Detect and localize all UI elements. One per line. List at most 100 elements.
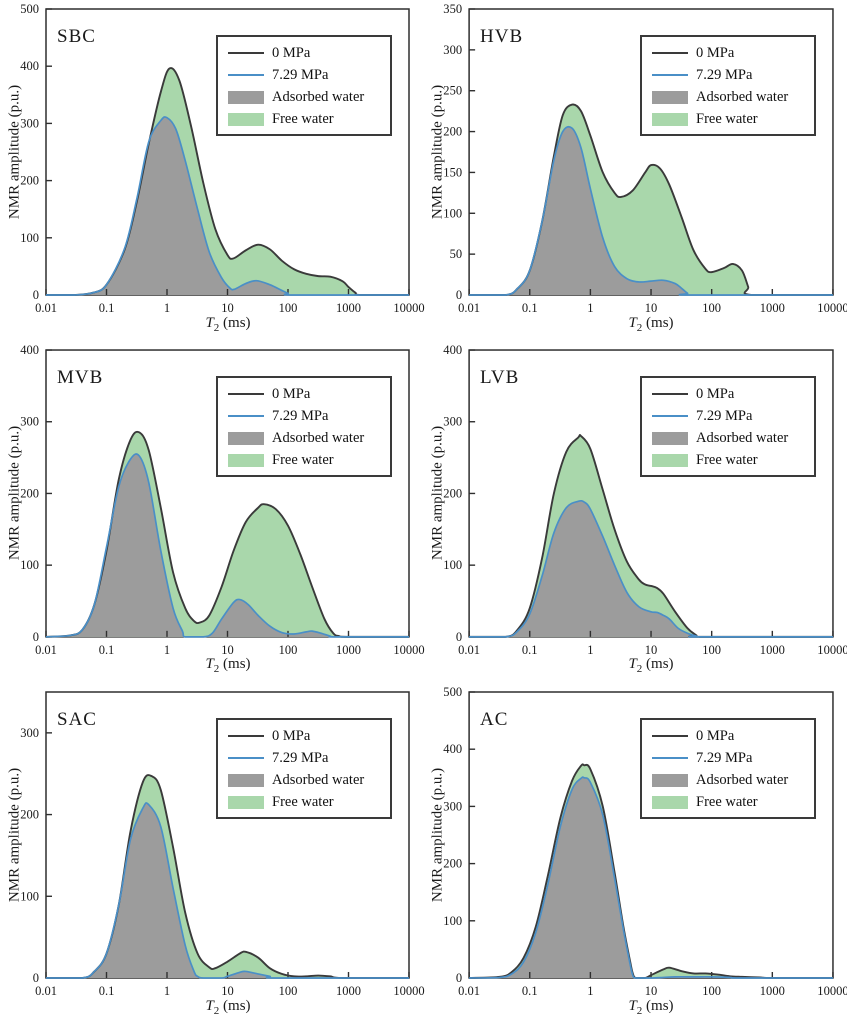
legend-swatch-adsorbed-icon: [652, 431, 688, 445]
panel-ac: 0.01 0.1 1 10 100 1000 10000 0 100 200 300 400 500 A…: [423, 683, 847, 1024]
panel-title-mvb: MVB: [57, 367, 104, 388]
legend: 0 MPa 7.29 MPa Adsorbed water Free water: [640, 718, 816, 819]
legend-swatch-adsorbed-icon: [228, 431, 264, 445]
y-tick-label: 300: [20, 116, 39, 130]
x-tick-label: 0.01: [35, 984, 57, 998]
x-tick-label: 1000: [760, 643, 785, 657]
y-tick-label: 100: [443, 558, 462, 572]
y-tick-label: 300: [443, 799, 462, 813]
y-tick-label: 400: [443, 742, 462, 756]
legend-item-0mpa: 0 MPa: [652, 43, 808, 63]
legend-item-free-water: Free water: [228, 109, 384, 129]
x-axis-label: T2 (ms): [628, 998, 674, 1017]
x-tick-label: 0.01: [458, 984, 480, 998]
x-axis-label: T2 (ms): [205, 315, 251, 334]
legend-item-free-water: Free water: [228, 792, 384, 812]
legend-line-729mpa-icon: [228, 415, 264, 417]
legend-item-729mpa: 7.29 MPa: [228, 748, 384, 768]
y-tick-label: 250: [443, 84, 462, 98]
legend-swatch-adsorbed-icon: [228, 90, 264, 104]
adsorbed-water-fill: [46, 116, 409, 296]
y-tick-label: 200: [443, 857, 462, 871]
x-tick-label: 0.1: [522, 984, 538, 998]
x-tick-label: 100: [702, 301, 721, 315]
plot-hvb: 0.01 0.1 1 10 100 1000 10000 0 50 100 150 200 250 300…: [443, 2, 847, 315]
adsorbed-water-fill: [46, 454, 409, 637]
x-tick-label: 0.1: [522, 301, 538, 315]
x-tick-label: 100: [279, 643, 298, 657]
y-tick-label: 500: [443, 685, 462, 699]
panel-sbc: 0.01 0.1 1 10 100 1000 10000 0 100 200 300 400 500 S…: [0, 0, 425, 341]
x-tick-label: 100: [279, 301, 298, 315]
x-tick-label: 10000: [817, 643, 847, 657]
legend-swatch-free-icon: [228, 795, 264, 809]
x-tick-label: 0.1: [99, 984, 115, 998]
plot-ac: 0.01 0.1 1 10 100 1000 10000 0 100 200 300 400 500: [443, 685, 847, 998]
panel-hvb: 0.01 0.1 1 10 100 1000 10000 0 50 100 150 200 250 300…: [423, 0, 847, 341]
x-tick-label: 0.01: [35, 301, 57, 315]
y-axis-label: NMR amplitude (p.u.): [429, 425, 446, 561]
curve-729mpa: [469, 499, 833, 638]
legend-item-adsorbed-water: Adsorbed water: [228, 87, 384, 107]
y-tick-label: 300: [443, 43, 462, 57]
legend: 0 MPa 7.29 MPa Adsorbed water Free water: [640, 376, 816, 477]
y-tick-label: 150: [443, 165, 462, 179]
legend-line-0mpa-icon: [228, 735, 264, 737]
x-axis-label: T2 (ms): [628, 656, 674, 675]
legend-item-729mpa: 7.29 MPa: [228, 406, 384, 426]
y-tick-label: 200: [20, 174, 39, 188]
x-tick-label: 0.1: [522, 643, 538, 657]
legend-item-adsorbed-water: Adsorbed water: [652, 87, 808, 107]
x-tick-label: 0.01: [458, 643, 480, 657]
panel-sac: 0.01 0.1 1 10 100 1000 10000 0 100 200 300 SAC NMR…: [0, 683, 425, 1024]
legend-line-0mpa-icon: [652, 735, 688, 737]
x-tick-label: 10000: [817, 984, 847, 998]
legend-line-729mpa-icon: [652, 74, 688, 76]
panel-title-ac: AC: [480, 709, 509, 730]
legend-swatch-free-icon: [652, 453, 688, 467]
adsorbed-water-fill: [469, 126, 833, 296]
x-tick-label: 0.01: [35, 643, 57, 657]
x-tick-label: 10: [645, 301, 658, 315]
legend-line-0mpa-icon: [228, 393, 264, 395]
legend-item-adsorbed-water: Adsorbed water: [652, 428, 808, 448]
y-tick-label: 300: [443, 415, 462, 429]
y-tick-label: 0: [33, 971, 39, 985]
y-tick-label: 0: [456, 288, 462, 302]
x-tick-label: 1: [587, 643, 593, 657]
legend-item-0mpa: 0 MPa: [228, 726, 384, 746]
legend-swatch-adsorbed-icon: [228, 773, 264, 787]
x-tick-label: 1000: [336, 301, 361, 315]
panel-title-sbc: SBC: [57, 26, 96, 47]
panel-title-hvb: HVB: [480, 26, 524, 47]
x-tick-label: 1: [587, 984, 593, 998]
legend-line-0mpa-icon: [652, 393, 688, 395]
y-tick-label: 100: [20, 558, 39, 572]
legend-item-0mpa: 0 MPa: [228, 43, 384, 63]
panel-title-sac: SAC: [57, 709, 97, 730]
y-tick-label: 300: [20, 726, 39, 740]
y-tick-label: 400: [20, 343, 39, 357]
curve-729mpa: [46, 802, 409, 979]
x-tick-label: 10: [645, 984, 658, 998]
adsorbed-water-fill: [469, 777, 833, 978]
y-tick-label: 100: [20, 889, 39, 903]
x-tick-label: 10: [645, 643, 658, 657]
legend-swatch-free-icon: [652, 112, 688, 126]
x-axis-label: T2 (ms): [205, 998, 251, 1017]
x-tick-label: 0.01: [458, 301, 480, 315]
legend-item-adsorbed-water: Adsorbed water: [228, 428, 384, 448]
y-tick-label: 0: [456, 971, 462, 985]
x-tick-label: 10000: [817, 301, 847, 315]
y-tick-label: 0: [456, 630, 462, 644]
y-tick-label: 100: [20, 231, 39, 245]
y-axis-label: NMR amplitude (p.u.): [6, 767, 23, 903]
x-tick-label: 10000: [393, 301, 424, 315]
legend-swatch-adsorbed-icon: [652, 90, 688, 104]
x-tick-label: 100: [702, 643, 721, 657]
y-tick-label: 350: [443, 2, 462, 16]
y-tick-label: 50: [450, 247, 463, 261]
x-tick-label: 10000: [393, 984, 424, 998]
panel-mvb: 0.01 0.1 1 10 100 1000 10000 0 100 200 300 400 MVB …: [0, 341, 425, 683]
plot-sbc: 0.01 0.1 1 10 100 1000 10000 0 100 200 300 400 500: [20, 2, 424, 315]
